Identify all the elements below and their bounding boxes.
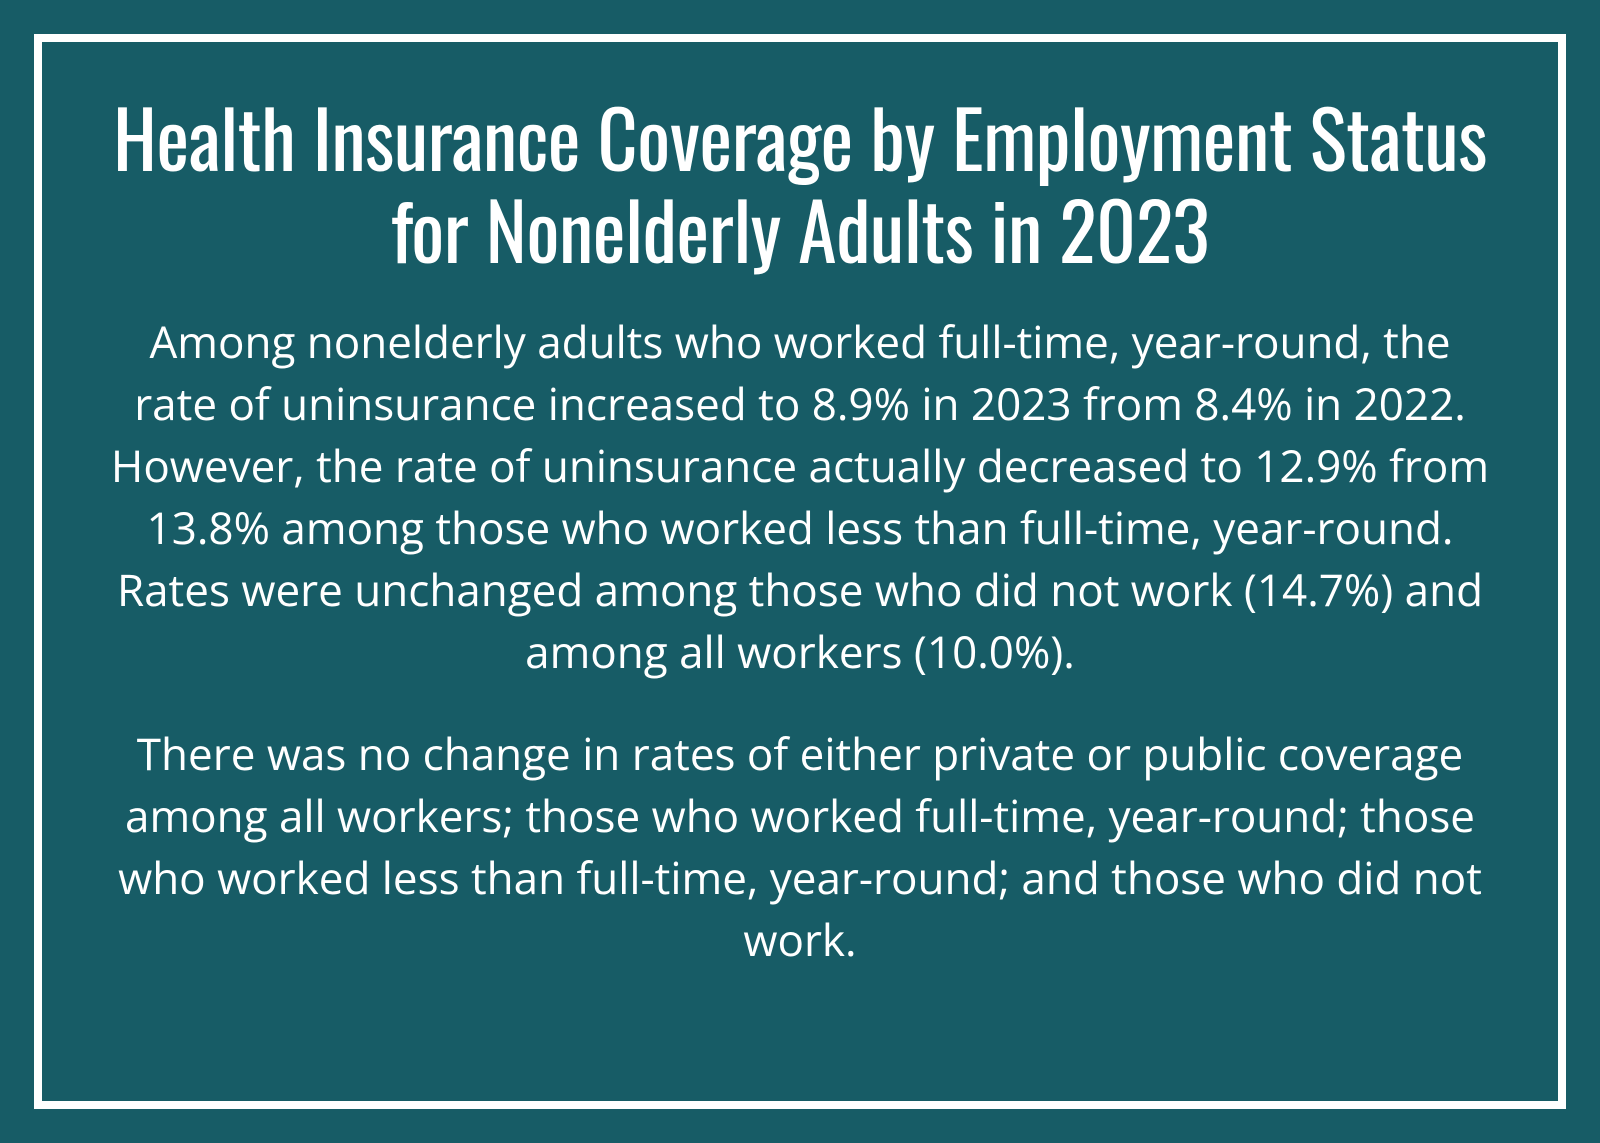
page-title: Health Insurance Coverage by Employment … (106, 90, 1494, 274)
body-paragraph-2: There was no change in rates of either p… (106, 722, 1494, 970)
bordered-frame: Health Insurance Coverage by Employment … (34, 34, 1566, 1109)
body-paragraph-1: Among nonelderly adults who worked full-… (106, 310, 1494, 682)
outer-panel: Health Insurance Coverage by Employment … (0, 0, 1600, 1143)
